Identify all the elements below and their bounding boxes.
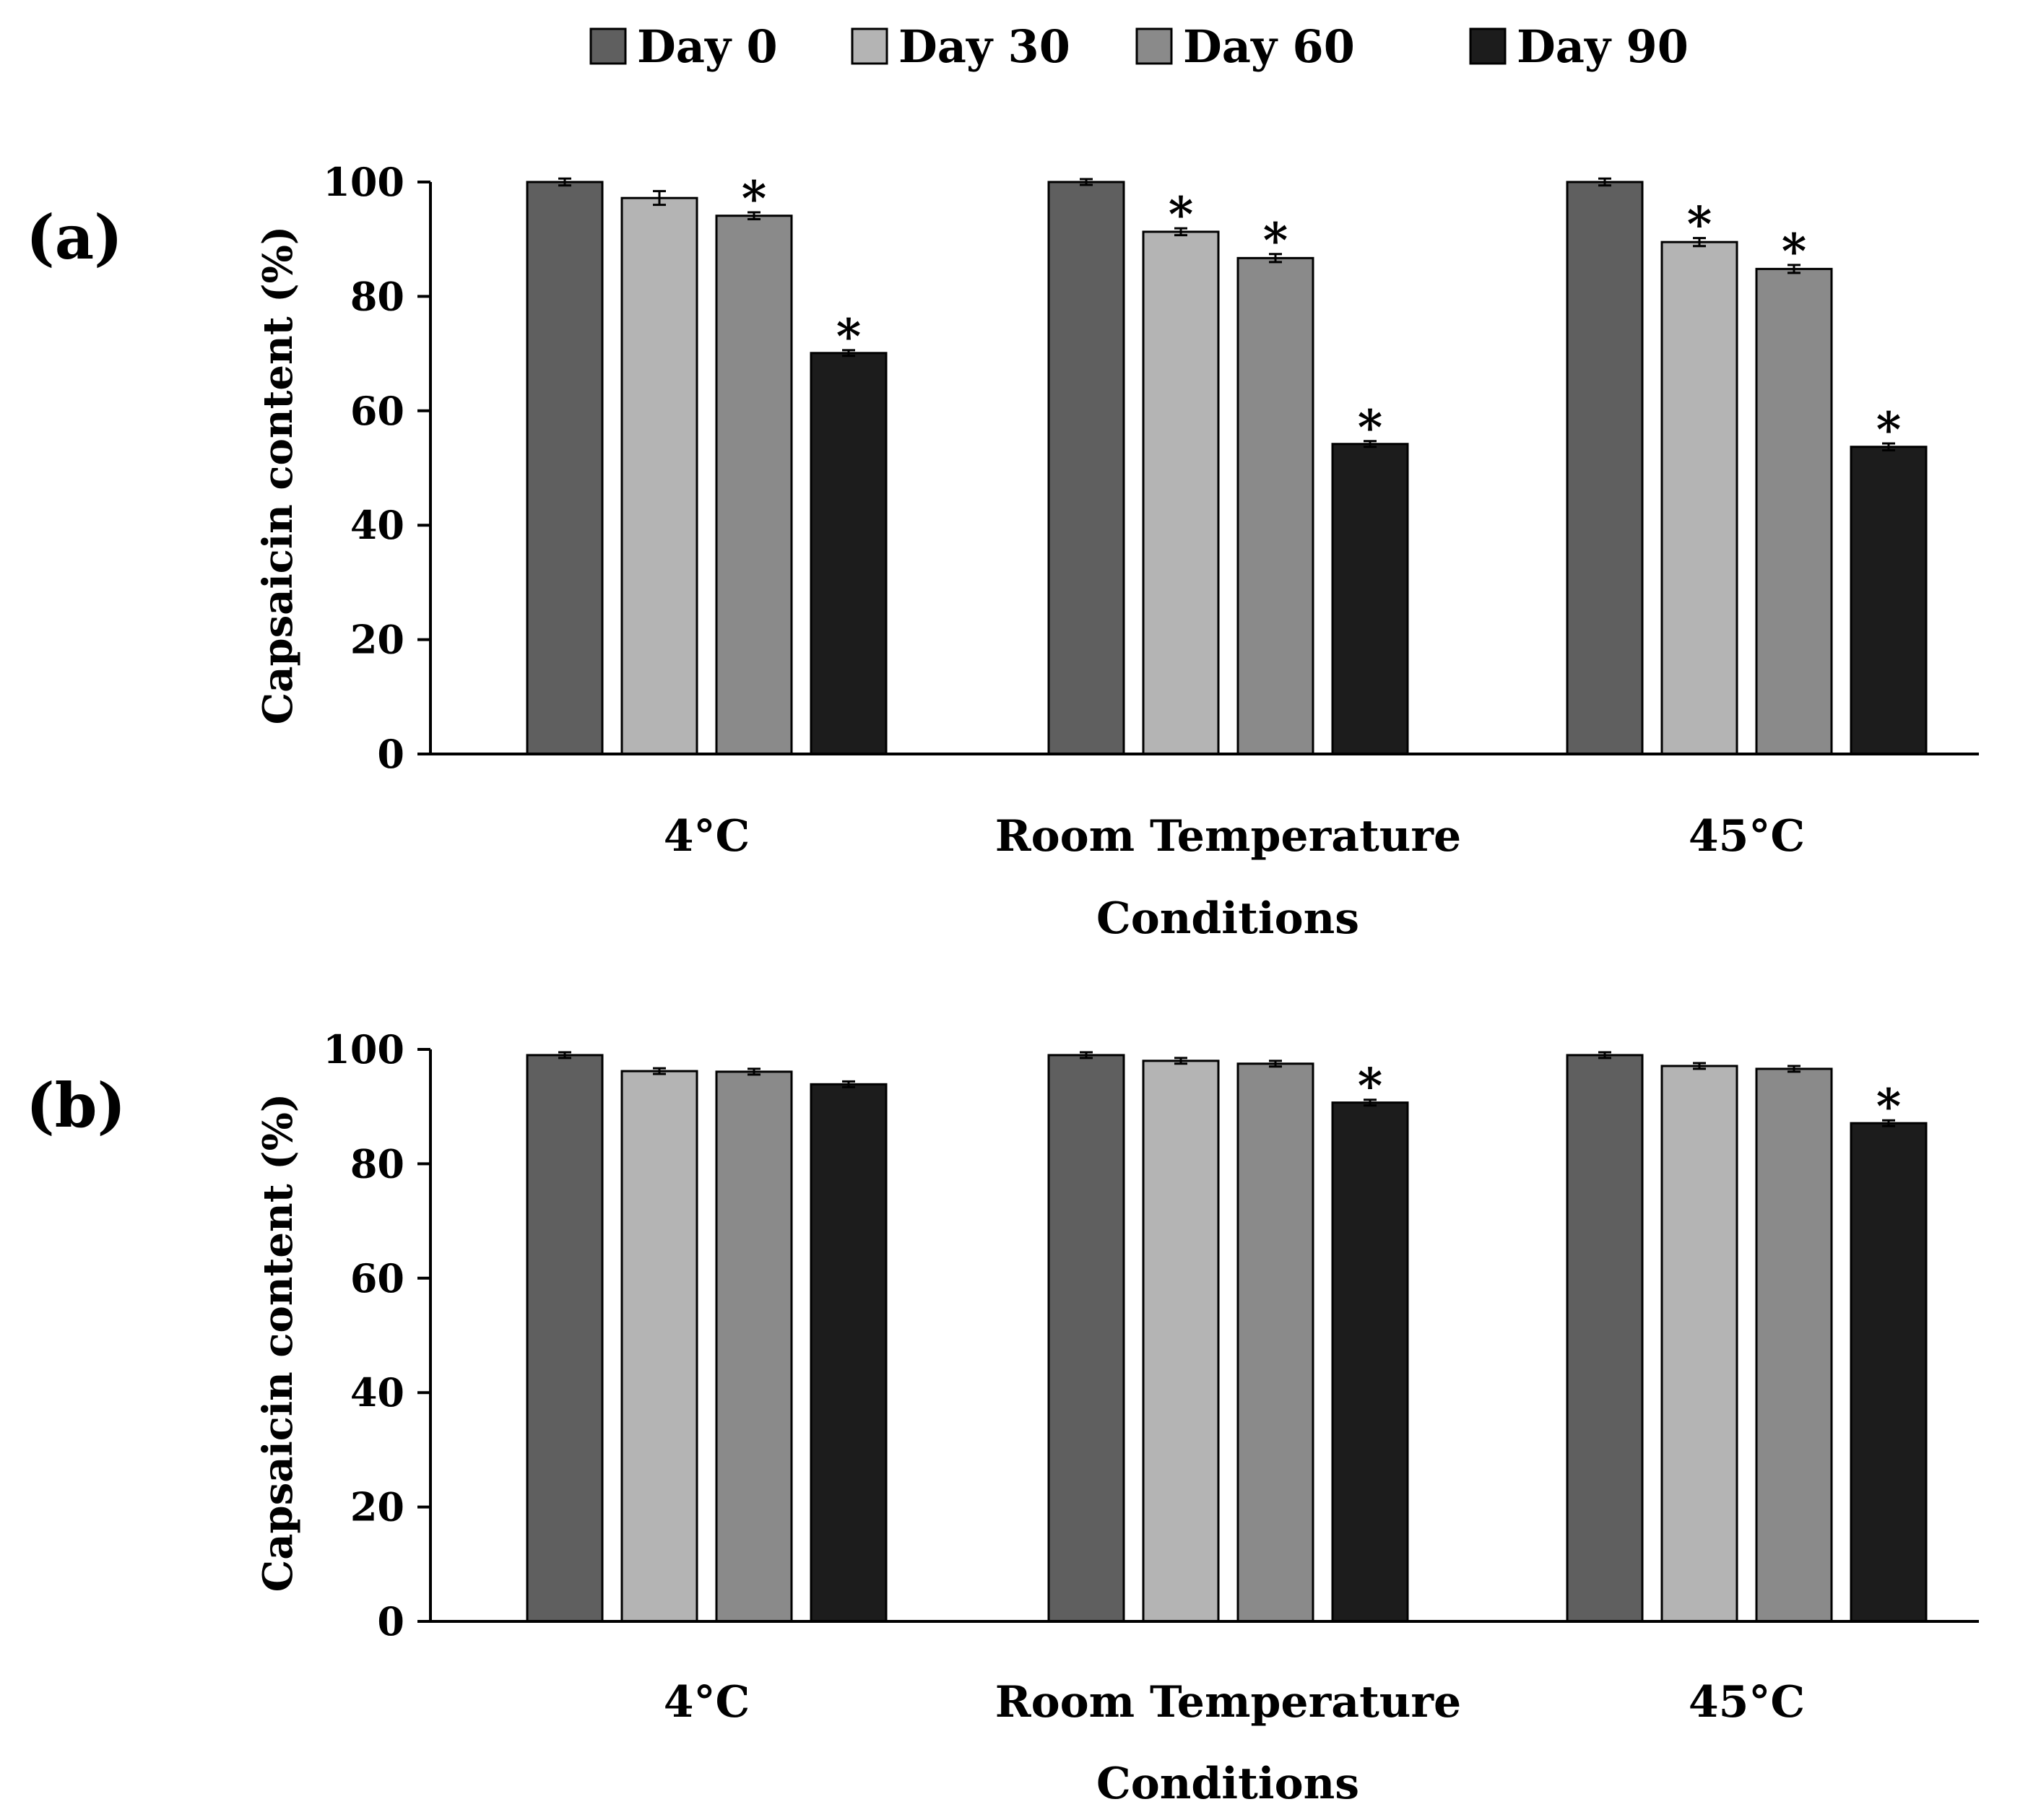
bar-day-90-cat2 [1331, 1101, 1409, 1623]
significance-marker: * [1263, 212, 1288, 269]
legend-label-1: Day 0 [637, 20, 778, 73]
legend-label-2: Day 30 [898, 20, 1070, 73]
y-tick-label: 100 [323, 159, 404, 205]
y-tick-label: 60 [350, 1255, 404, 1301]
significance-marker: * [742, 170, 767, 227]
legend-label-4: Day 90 [1517, 20, 1689, 73]
significance-marker: * [1358, 1058, 1383, 1114]
bar-day-60-cat2 [1236, 256, 1314, 755]
y-tick-label: 0 [377, 731, 404, 777]
y-tick-label: 40 [350, 1369, 404, 1416]
bar-day-30-cat2 [1142, 1060, 1220, 1623]
bar-day-30-cat3 [1660, 1065, 1738, 1623]
bar-day-0-cat1 [526, 181, 604, 755]
legend-swatch-2 [851, 27, 888, 65]
significance-marker: * [1169, 186, 1194, 243]
y-axis-title: Capsaicin content (%) [254, 1093, 302, 1592]
bar-day-60-cat3 [1755, 267, 1833, 755]
category-label: 4°C [664, 1677, 750, 1728]
category-label: 45°C [1689, 811, 1805, 862]
bar-day-0-cat1 [526, 1054, 604, 1623]
y-tick-label: 60 [350, 388, 404, 434]
bar-day-60-cat1 [715, 1070, 793, 1623]
significance-marker: * [1358, 399, 1383, 456]
category-label: Room Temperature [995, 1677, 1461, 1728]
y-tick-label: 40 [350, 502, 404, 548]
bar-day-60-cat3 [1755, 1067, 1833, 1623]
y-tick-label: 80 [350, 1140, 404, 1187]
bar-day-30-cat3 [1660, 240, 1738, 755]
panel-a: (a) Capsaicin content (%) 0 20 40 60 80 100 * * * *… [26, 159, 1979, 944]
bar-day-0-cat3 [1566, 181, 1644, 755]
category-label: 4°C [664, 811, 750, 862]
legend-swatch-1 [589, 27, 627, 65]
bar-day-90-cat3 [1850, 446, 1928, 755]
legend-label-3: Day 60 [1183, 20, 1355, 73]
bar-day-30-cat2 [1142, 230, 1220, 755]
significance-marker: * [1876, 1078, 1902, 1135]
x-axis-title: Conditions [1096, 1759, 1359, 1809]
bar-day-30-cat1 [620, 196, 698, 755]
y-tick-label: 20 [350, 1484, 404, 1530]
category-label: Room Temperature [995, 811, 1461, 862]
bar-day-90-cat2 [1331, 443, 1409, 755]
bar-day-0-cat2 [1047, 181, 1125, 755]
bar-day-0-cat3 [1566, 1054, 1644, 1623]
y-tick-label: 0 [377, 1598, 404, 1644]
significance-marker: * [1782, 223, 1807, 280]
category-label: 45°C [1689, 1677, 1805, 1728]
panel-label: (b) [26, 1070, 126, 1141]
legend-swatch-3 [1135, 27, 1173, 65]
bar-day-60-cat2 [1236, 1062, 1314, 1623]
y-axis-title: Capsaicin content (%) [254, 226, 302, 725]
panel-b: (b) Capsaicin content (%) 0 20 40 60 80 100 * * 4°… [26, 1026, 1979, 1809]
bar-day-90-cat1 [810, 1083, 888, 1623]
significance-marker: * [836, 308, 862, 365]
legend: Day 0 Day 30 Day 60 Day 90 [589, 20, 1689, 73]
y-tick-label: 100 [323, 1026, 404, 1072]
bar-day-0-cat2 [1047, 1054, 1125, 1623]
significance-marker: * [1687, 196, 1712, 253]
x-axis-title: Conditions [1096, 893, 1359, 944]
bar-day-90-cat3 [1850, 1122, 1928, 1623]
y-tick-label: 80 [350, 273, 404, 319]
panel-label: (a) [26, 202, 123, 273]
y-tick-label: 20 [350, 617, 404, 663]
significance-marker: * [1876, 402, 1902, 458]
legend-swatch-4 [1469, 27, 1507, 65]
bar-day-90-cat1 [810, 352, 888, 755]
bar-day-60-cat1 [715, 214, 793, 755]
bar-day-30-cat1 [620, 1070, 698, 1623]
